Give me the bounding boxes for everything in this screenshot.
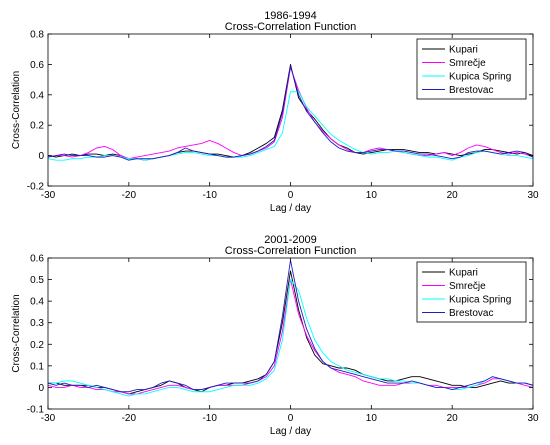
y-tick-label: 0.6 — [30, 60, 44, 71]
y-tick-label: -0.2 — [27, 182, 45, 193]
y-axis-label: Cross-Correlation — [11, 71, 22, 149]
y-tick-label: -0.1 — [27, 405, 45, 416]
chart-subtitle: Cross-Correlation Function — [225, 245, 356, 257]
y-tick-label: 0.2 — [30, 121, 44, 132]
x-axis-label: Lag / day — [270, 203, 311, 214]
y-tick-label: 0.3 — [30, 318, 44, 329]
x-tick-label: 20 — [447, 413, 459, 424]
y-tick-label: 0.2 — [30, 340, 44, 351]
x-tick-label: 0 — [288, 190, 294, 201]
x-axis-label: Lag / day — [270, 426, 311, 437]
x-tick-label: -30 — [41, 190, 56, 201]
series-line-kupica-spring — [48, 91, 533, 161]
chart-subtitle: Cross-Correlation Function — [225, 21, 356, 33]
series-group — [48, 63, 533, 161]
chart-title: 1986-1994 — [264, 10, 317, 22]
y-tick-label: 0.5 — [30, 275, 44, 286]
x-tick-label: -20 — [122, 413, 137, 424]
x-tick-label: -10 — [202, 190, 217, 201]
y-axis-label: Cross-Correlation — [11, 294, 22, 372]
y-tick-label: 0 — [38, 383, 44, 394]
y-tick-label: 0.8 — [30, 30, 44, 41]
x-tick-label: 20 — [447, 190, 459, 201]
x-tick-label: -10 — [202, 413, 217, 424]
y-tick-label: 0.6 — [30, 254, 44, 265]
legend: Kupari Smrečje Kupica Spring Brestovac — [416, 38, 527, 100]
y-tick-label: 0 — [38, 151, 44, 162]
x-tick-label: 0 — [288, 413, 294, 424]
legend-label-smre-je: Smrečje — [449, 58, 486, 69]
y-tick-label: 0.1 — [30, 361, 44, 372]
x-tick-label: 30 — [527, 413, 539, 424]
legend-label-kupari: Kupari — [449, 268, 478, 279]
legend-label-kupica-spring: Kupica Spring — [449, 72, 511, 83]
legend-label-brestovac: Brestovac — [449, 85, 493, 96]
legend-label-brestovac: Brestovac — [449, 308, 493, 319]
legend: Kupari Smrečje Kupica Spring Brestovac — [416, 261, 527, 323]
chart-title: 2001-2009 — [264, 234, 317, 246]
x-tick-label: 30 — [527, 190, 539, 201]
x-tick-label: -30 — [41, 413, 56, 424]
x-tick-label: 10 — [366, 190, 378, 201]
legend-label-kupari: Kupari — [449, 45, 478, 56]
legend-label-smre-je: Smrečje — [449, 281, 486, 292]
y-tick-label: 0.4 — [30, 90, 44, 101]
x-tick-label: 10 — [366, 413, 378, 424]
series-line-brestovac — [48, 65, 533, 161]
legend-label-kupica-spring: Kupica Spring — [449, 295, 511, 306]
y-tick-label: 0.4 — [30, 297, 44, 308]
x-tick-label: -20 — [122, 190, 137, 201]
